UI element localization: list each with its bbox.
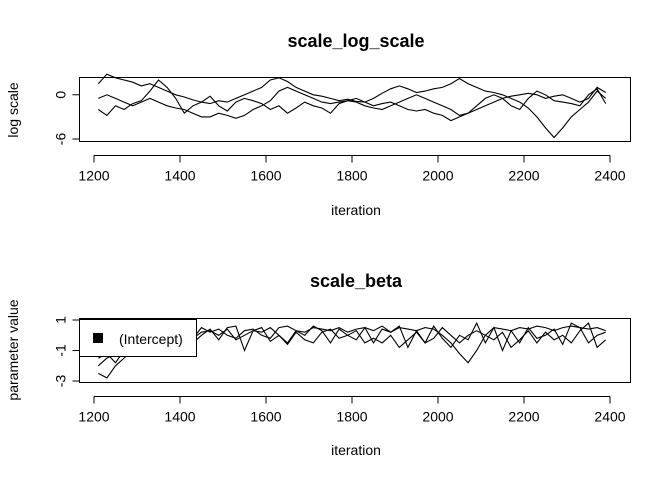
series-traces: [97, 73, 607, 139]
x-tick-label: 1800: [336, 409, 367, 425]
x-axis: 1200 1400 1600 1800 2000 2200 2400: [78, 396, 626, 425]
panel-beta: scale_beta -3 -1 1 1200 1400 1600 1800 2000 220…: [5, 271, 631, 458]
legend-entry: (Intercept): [119, 331, 183, 347]
y-tick-label: -6: [53, 133, 69, 146]
x-tick-label: 2200: [508, 168, 539, 184]
y-tick-label: -3: [53, 375, 69, 388]
x-tick-label: 1600: [250, 409, 281, 425]
y-axis: -3 -1 1: [53, 316, 80, 387]
x-tick-label: 1400: [164, 409, 195, 425]
y-tick-label: -1: [53, 344, 69, 357]
legend-swatch: [93, 333, 103, 343]
y-axis-label: parameter value: [5, 299, 21, 400]
x-tick-label: 1600: [250, 168, 281, 184]
x-tick-label: 2400: [594, 409, 625, 425]
legend: (Intercept): [79, 319, 197, 357]
series-line-2: [98, 86, 606, 119]
y-tick-label: 1: [53, 316, 69, 324]
x-axis-label: iteration: [331, 202, 381, 218]
chart-title: scale_log_scale: [287, 31, 424, 51]
chart-title: scale_beta: [310, 271, 403, 291]
x-axis: 1200 1400 1600 1800 2000 2200 2400: [78, 155, 626, 184]
x-tick-label: 2000: [422, 409, 453, 425]
y-axis-label: log scale: [5, 82, 21, 137]
x-tick-label: 1200: [78, 168, 109, 184]
x-tick-label: 1200: [78, 409, 109, 425]
x-tick-label: 2400: [594, 168, 625, 184]
panel-log-scale: scale_log_scale -6 0 1200 1400 1600 1800 2000…: [5, 31, 631, 218]
x-tick-label: 2200: [508, 409, 539, 425]
series-line-1: [97, 73, 607, 139]
x-tick-label: 1400: [164, 168, 195, 184]
y-tick-label: 0: [53, 91, 69, 99]
x-tick-label: 2000: [422, 168, 453, 184]
series-line-3: [97, 79, 607, 122]
x-axis-label: iteration: [331, 442, 381, 458]
x-tick-label: 1800: [336, 168, 367, 184]
plot-frame: [79, 77, 631, 142]
y-axis: -6 0: [53, 91, 80, 146]
